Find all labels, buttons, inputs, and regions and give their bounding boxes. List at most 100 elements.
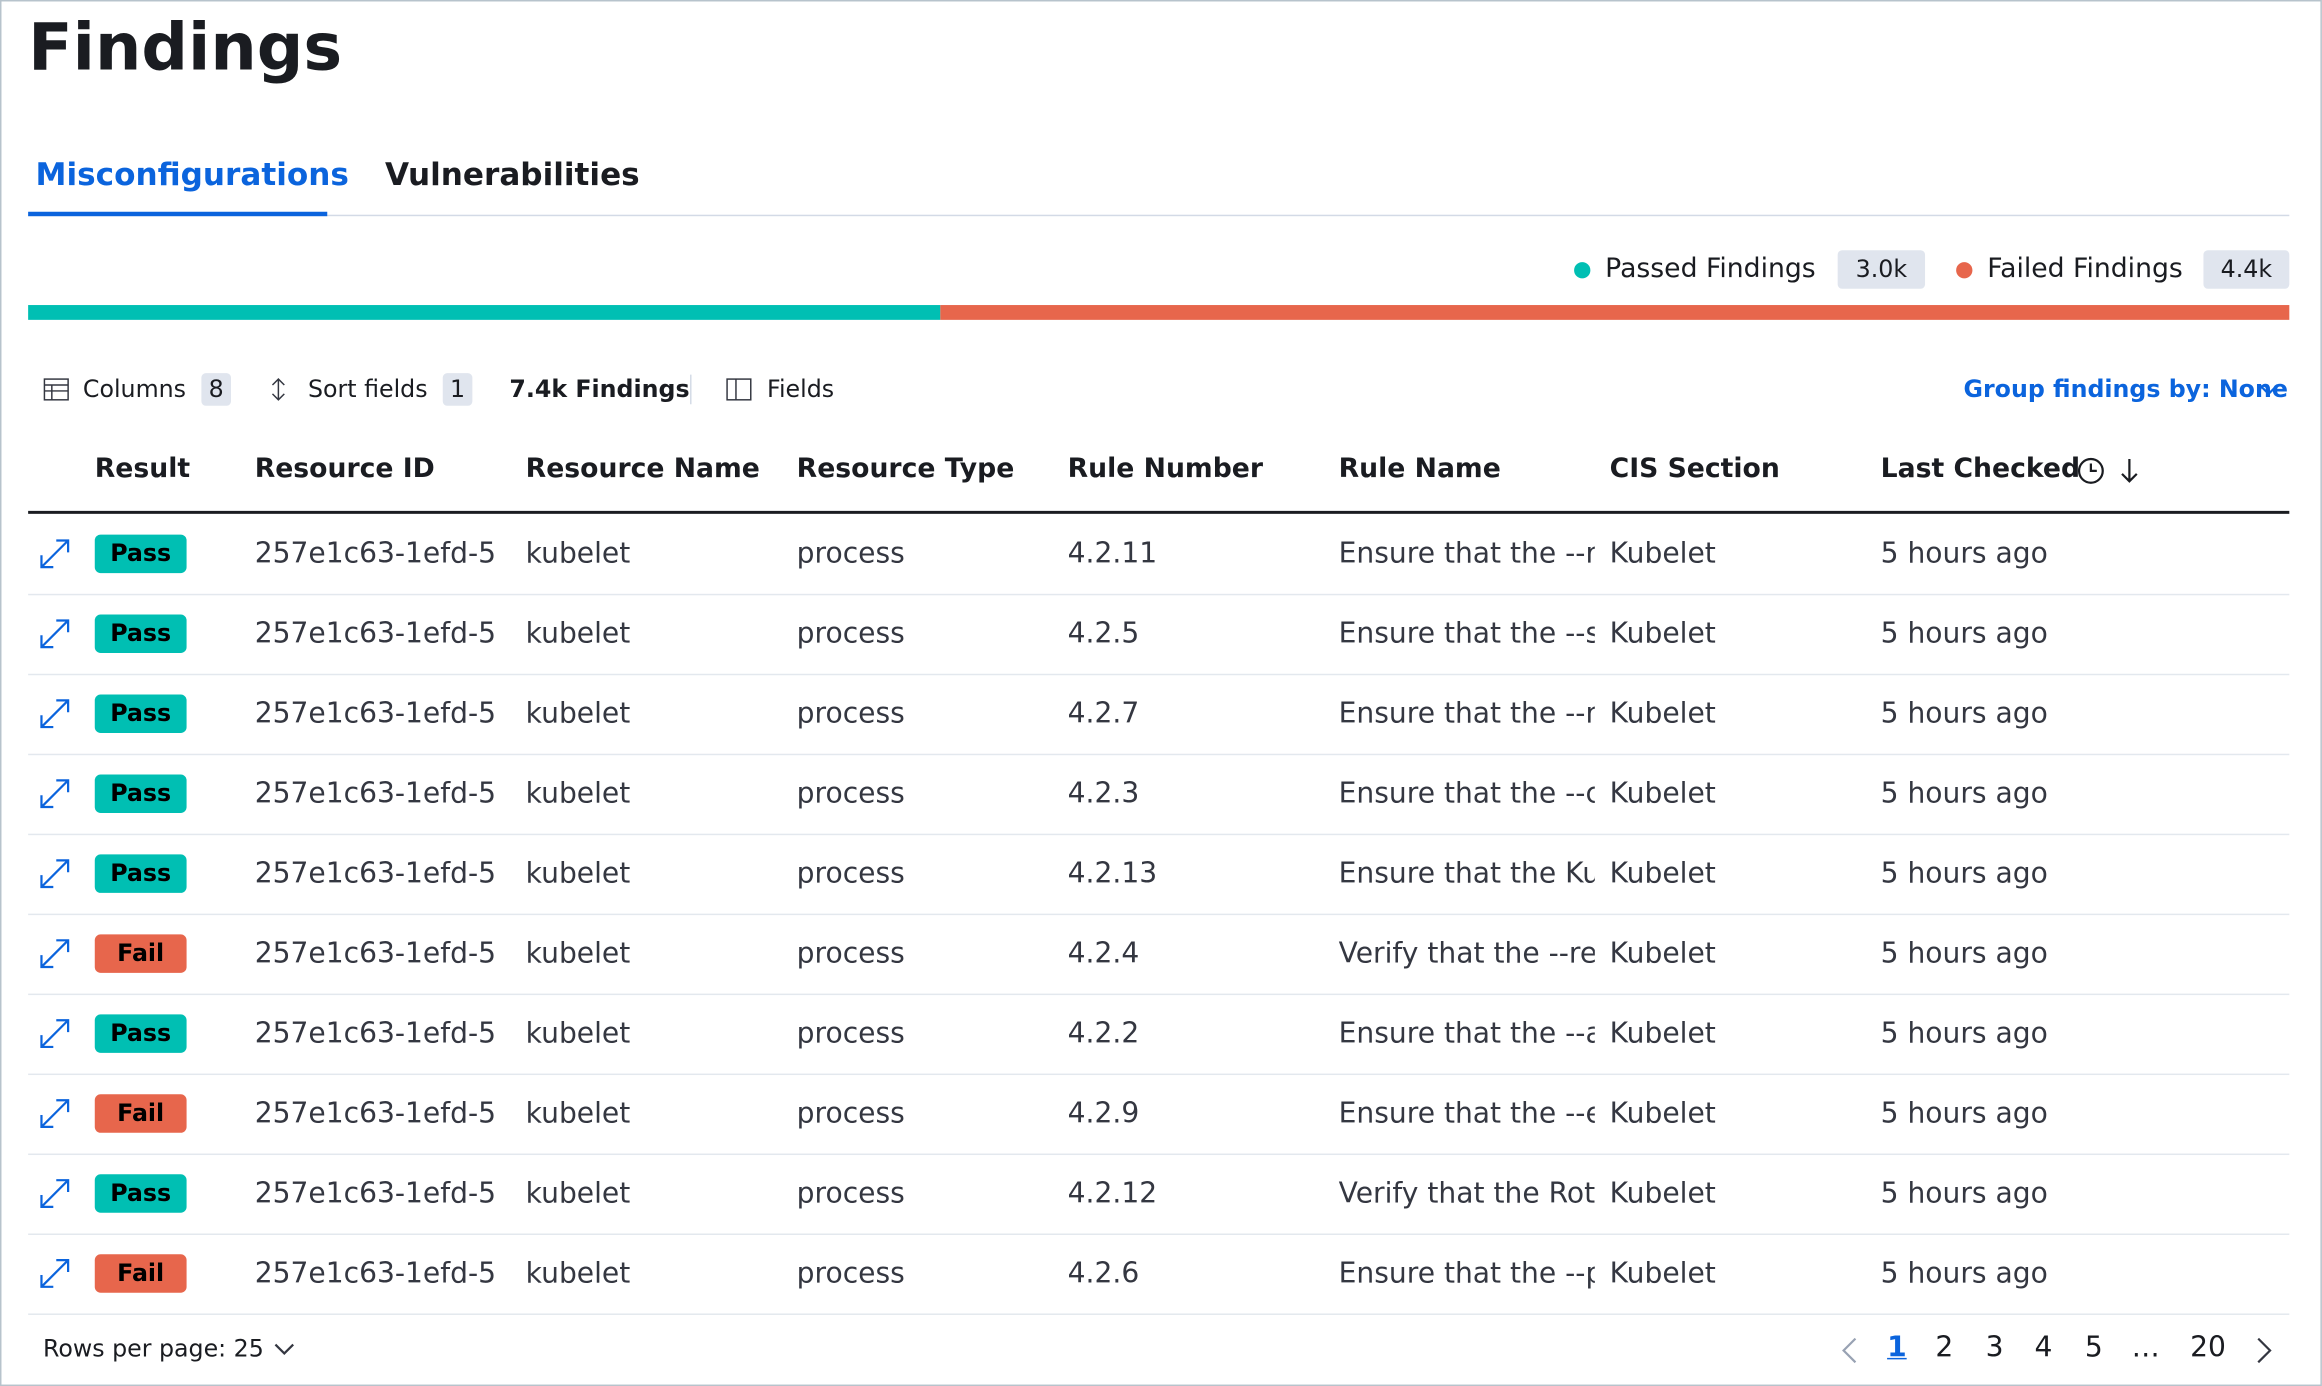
table-cell: 4.2.11 (1067, 537, 1158, 571)
column-header[interactable]: Last Checked (1880, 453, 2081, 485)
fields-icon (726, 378, 752, 401)
active-tab-underline (28, 211, 328, 217)
table-cell: Ensure that the --p (1338, 1257, 1595, 1290)
table-cell: Ensure that the --s (1338, 617, 1595, 651)
table-cell: Ensure that the --a (1338, 1017, 1595, 1050)
table-cell: process (796, 537, 905, 571)
table-cell: 5 hours ago (1880, 1017, 2048, 1050)
expand-icon[interactable] (39, 1097, 72, 1130)
tab[interactable]: Vulnerabilities (385, 156, 640, 193)
table-cell: kubelet (525, 1097, 631, 1130)
table-cell: Kubelet (1609, 777, 1716, 810)
expand-icon[interactable] (39, 1257, 72, 1290)
result-badge: Pass (94, 1014, 187, 1053)
table-row: Pass 257e1c63-1efd-5 kubelet process 4.2.11 E… (28, 514, 2290, 596)
table-cell: process (796, 857, 905, 890)
column-header[interactable]: Rule Number (1067, 453, 1264, 485)
table-cell: 257e1c63-1efd-5 (254, 1257, 497, 1290)
separator (690, 374, 692, 405)
group-by-button[interactable]: Group findings by: None (1963, 374, 2288, 403)
count-badge: 1 (442, 373, 473, 406)
table-cell: 5 hours ago (1880, 617, 2048, 651)
page-link[interactable]: 3 (1985, 1331, 2004, 1364)
expand-icon[interactable] (39, 617, 72, 650)
table-cell: Kubelet (1609, 1177, 1716, 1210)
column-header[interactable]: Resource ID (254, 453, 435, 485)
fields-button[interactable]: Fields (767, 374, 835, 403)
table-cell: Kubelet (1609, 1257, 1716, 1290)
table-cell: 4.2.2 (1067, 1017, 1140, 1050)
result-badge: Pass (94, 614, 187, 654)
page-link[interactable]: 2 (1935, 1331, 1954, 1364)
count-badge: 4.4k (2203, 250, 2290, 289)
table-cell: kubelet (525, 697, 631, 731)
expand-icon[interactable] (39, 1177, 72, 1210)
table-cell: Kubelet (1609, 617, 1716, 651)
table-row: Pass 257e1c63-1efd-5 kubelet process 4.2.5 En… (28, 594, 2290, 676)
chevron-icon (2258, 384, 2279, 396)
legend-label: Passed Findings (1605, 253, 1816, 285)
table-cell: 257e1c63-1efd-5 (254, 537, 497, 571)
table-row: Pass 257e1c63-1efd-5 kubelet process 4.2.13 E… (28, 834, 2290, 916)
prev-page[interactable] (1841, 1336, 1859, 1366)
page-link[interactable]: 5 (2084, 1331, 2103, 1364)
table-cell: 4.2.9 (1067, 1097, 1140, 1130)
table-cell: process (796, 697, 905, 731)
table-cell: 257e1c63-1efd-5 (254, 857, 497, 890)
table-cell: 4.2.13 (1067, 857, 1158, 890)
column-header[interactable]: Resource Name (525, 453, 760, 485)
table-cell: Kubelet (1609, 537, 1716, 571)
count-badge: 8 (201, 373, 232, 406)
table-cell: process (796, 937, 905, 970)
page-link[interactable]: 20 (2190, 1331, 2226, 1364)
expand-icon[interactable] (39, 777, 72, 810)
table-cell: 257e1c63-1efd-5 (254, 777, 497, 810)
table-cell: 5 hours ago (1880, 537, 2048, 571)
result-badge: Fail (94, 1254, 187, 1293)
column-header[interactable]: Result (94, 453, 191, 485)
table-cell: process (796, 617, 905, 651)
table-cell: Kubelet (1609, 857, 1716, 890)
table-row: Fail 257e1c63-1efd-5 kubelet process 4.2.9 En… (28, 1074, 2290, 1156)
result-badge: Pass (94, 854, 187, 893)
table-cell: 4.2.7 (1067, 697, 1140, 731)
table-cell: process (796, 1097, 905, 1130)
column-header[interactable]: Rule Name (1338, 453, 1501, 485)
expand-icon[interactable] (39, 1017, 72, 1050)
table-cell: Ensure that the --e (1338, 1097, 1595, 1130)
page-link[interactable]: … (2131, 1331, 2160, 1364)
table-cell: kubelet (525, 617, 631, 651)
result-badge: Pass (94, 534, 187, 574)
tab[interactable]: Misconfigurations (35, 156, 349, 193)
table-cell: Ensure that the --r (1338, 537, 1595, 571)
expand-icon[interactable] (39, 857, 72, 890)
expand-icon[interactable] (39, 697, 72, 730)
next-page[interactable] (2255, 1336, 2273, 1366)
table-cell: Ensure that the Kub (1338, 857, 1595, 890)
page-link[interactable]: 1 (1887, 1331, 1907, 1364)
table-row: Pass 257e1c63-1efd-5 kubelet process 4.2.12 V… (28, 1154, 2290, 1235)
column-header[interactable]: Resource Type (796, 453, 1015, 485)
rows-per-page[interactable]: Rows per page: 25 (42, 1334, 264, 1363)
table-cell: kubelet (525, 937, 631, 970)
table-row: Pass 257e1c63-1efd-5 kubelet process 4.2.7 En… (28, 674, 2290, 756)
result-badge: Pass (94, 1174, 187, 1213)
table-cell: Kubelet (1609, 697, 1716, 731)
columns-button[interactable]: Columns (82, 374, 187, 403)
table-cell: 5 hours ago (1880, 777, 2048, 810)
page-link[interactable]: 4 (2034, 1331, 2053, 1364)
column-header[interactable]: CIS Section (1609, 453, 1780, 485)
columns-icon (43, 378, 69, 401)
table-cell: 4.2.3 (1067, 777, 1140, 810)
table-cell: 5 hours ago (1880, 1177, 2048, 1210)
count-badge: 3.0k (1837, 250, 1926, 289)
expand-icon[interactable] (39, 538, 72, 571)
table-cell: kubelet (525, 1257, 631, 1290)
table-row: Pass 257e1c63-1efd-5 kubelet process 4.2.3 En… (28, 754, 2290, 836)
expand-icon[interactable] (39, 937, 72, 970)
table-cell: 257e1c63-1efd-5 (254, 937, 497, 970)
sort-button[interactable]: Sort fields (308, 374, 428, 403)
table-cell: process (796, 1177, 905, 1210)
failed-bar (940, 305, 2290, 320)
